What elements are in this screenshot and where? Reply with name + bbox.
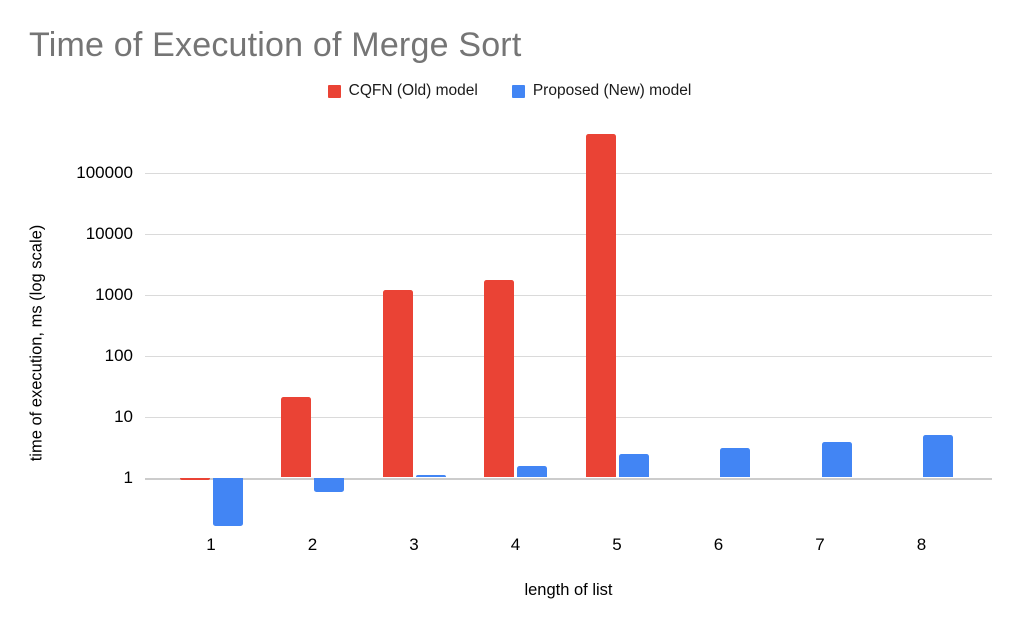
- gridline: [145, 417, 992, 418]
- x-axis-title: length of list: [524, 581, 613, 599]
- bar-proposed-new-len-2[interactable]: [314, 477, 344, 493]
- y-tick-label: 10: [114, 407, 133, 426]
- y-tick-label: 10000: [85, 224, 133, 243]
- bar-proposed-new-len-4[interactable]: [517, 465, 547, 478]
- legend-swatch-red: [327, 84, 341, 98]
- y-tick-label: 1: [123, 468, 133, 487]
- x-tick-label: 8: [916, 535, 927, 554]
- y-tick-label: 100: [104, 346, 133, 365]
- bar-cqfn-old-len-4[interactable]: [484, 280, 514, 478]
- bar-proposed-new-len-5[interactable]: [618, 454, 649, 478]
- x-tick-label: 1: [206, 535, 216, 554]
- bar-proposed-new-len-8[interactable]: [923, 435, 953, 478]
- bar-cqfn-old-len-5[interactable]: [585, 133, 616, 478]
- bar-proposed-new-len-1[interactable]: [212, 477, 243, 527]
- x-tick-label: 7: [815, 535, 825, 554]
- x-axis-baseline: [145, 478, 992, 480]
- legend-item-cqfn-old[interactable]: CQFN (Old) model: [327, 82, 478, 100]
- y-tick-label: 1000: [95, 285, 133, 304]
- legend-label-proposed-new: Proposed (New) model: [532, 82, 692, 99]
- gridline: [145, 356, 992, 357]
- x-tick-label: 5: [612, 535, 622, 554]
- legend: CQFN (Old) model Proposed (New) model: [0, 82, 1019, 100]
- x-tick-label: 4: [510, 535, 521, 554]
- bar-proposed-new-len-6[interactable]: [720, 447, 750, 478]
- x-tick-label: 6: [713, 535, 724, 554]
- gridline: [145, 173, 992, 174]
- legend-swatch-blue: [511, 84, 525, 98]
- y-tick-label: 100000: [76, 163, 133, 182]
- gridline: [145, 234, 992, 235]
- bar-proposed-new-len-3[interactable]: [415, 474, 446, 478]
- bar-proposed-new-len-7[interactable]: [821, 442, 852, 478]
- bar-cqfn-old-len-1[interactable]: [179, 477, 210, 481]
- legend-item-proposed-new[interactable]: Proposed (New) model: [511, 82, 692, 100]
- bar-cqfn-old-len-3[interactable]: [382, 289, 413, 478]
- x-tick-label: 3: [409, 535, 419, 554]
- bar-cqfn-old-len-2[interactable]: [281, 396, 311, 478]
- chart-title: Time of Execution of Merge Sort: [29, 26, 522, 64]
- legend-label-cqfn-old: CQFN (Old) model: [348, 82, 478, 99]
- x-tick-label: 2: [307, 535, 318, 554]
- gridline: [145, 295, 992, 296]
